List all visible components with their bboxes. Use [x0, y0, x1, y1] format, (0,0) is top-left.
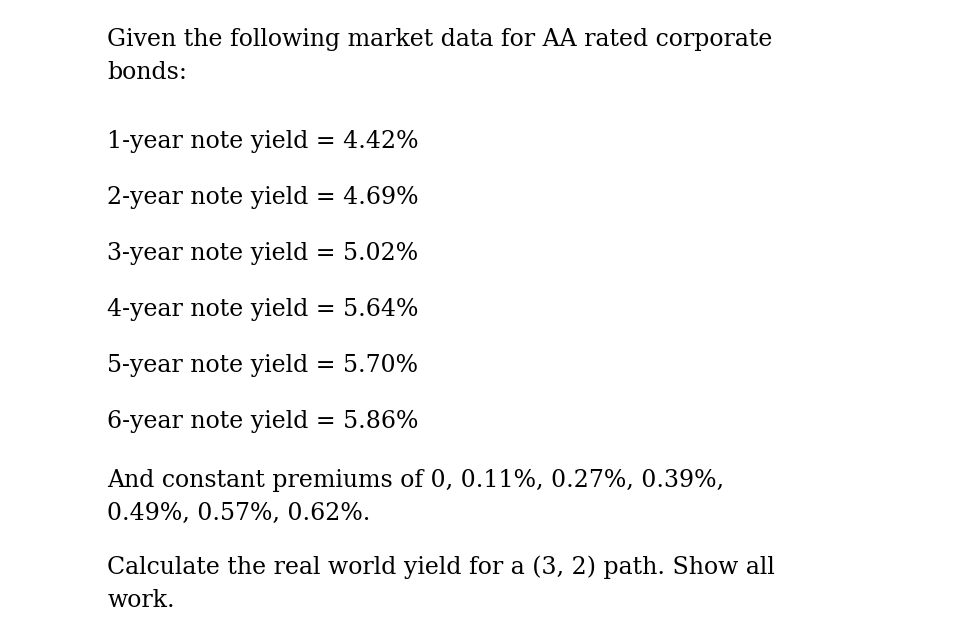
Text: 6-year note yield = 5.86%: 6-year note yield = 5.86%	[107, 410, 419, 433]
Text: Given the following market data for AA rated corporate
bonds:: Given the following market data for AA r…	[107, 28, 772, 84]
Text: Calculate the real world yield for a (3, 2) path. Show all
work.: Calculate the real world yield for a (3,…	[107, 556, 775, 612]
Text: 1-year note yield = 4.42%: 1-year note yield = 4.42%	[107, 130, 419, 153]
Text: 5-year note yield = 5.70%: 5-year note yield = 5.70%	[107, 354, 418, 377]
Text: 4-year note yield = 5.64%: 4-year note yield = 5.64%	[107, 298, 419, 321]
Text: 3-year note yield = 5.02%: 3-year note yield = 5.02%	[107, 242, 418, 265]
Text: And constant premiums of 0, 0.11%, 0.27%, 0.39%,
0.49%, 0.57%, 0.62%.: And constant premiums of 0, 0.11%, 0.27%…	[107, 469, 725, 525]
Text: 2-year note yield = 4.69%: 2-year note yield = 4.69%	[107, 186, 419, 209]
